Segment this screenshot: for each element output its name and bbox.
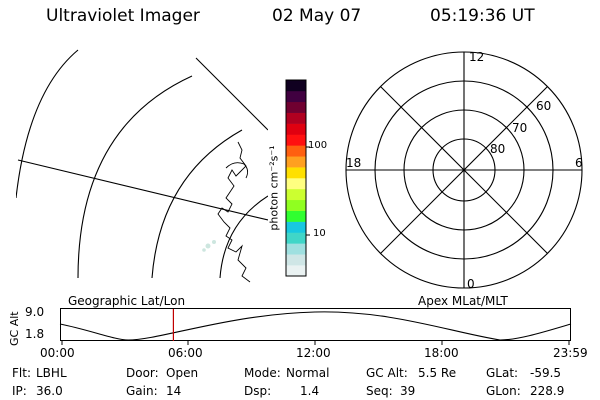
colorbar-cell [286, 199, 306, 211]
colorbar-cell [286, 80, 306, 92]
colorbar-cell [286, 90, 306, 103]
seq-label: Seq: [366, 384, 393, 398]
colorbar-cell [286, 145, 306, 157]
date-label: 02 May 07 [272, 6, 362, 26]
longitude-line [17, 159, 268, 221]
glat-label: GLat: [486, 366, 519, 380]
colorbar-cell [286, 134, 306, 146]
colorbar-cell [286, 167, 306, 179]
mlt-label-0: 0 [467, 277, 475, 291]
colorbar-tick-10: 10 [313, 228, 326, 239]
apex-label: Apex MLat/MLT [418, 294, 508, 308]
time-label: 05:19:36 UT [430, 6, 535, 26]
mlt-diagonal [380, 86, 548, 254]
altitude-curve [59, 311, 572, 341]
seq-value: 39 [400, 384, 416, 398]
orbit-altitude-plot [59, 308, 572, 345]
x-tick-label-0: 00:00 [40, 346, 75, 360]
mlt-label-12: 12 [469, 50, 484, 64]
colorbar-cell [286, 232, 306, 244]
mlt-label-6: 6 [575, 156, 583, 170]
glat-value: -59.5 [530, 366, 562, 380]
gain-value: 14 [166, 384, 182, 398]
lat-label-70: 70 [512, 121, 527, 135]
colorbar-tick-100: 100 [308, 140, 328, 151]
door-label: Door: [126, 366, 159, 380]
colorbar-cell [286, 188, 306, 201]
colorbar-cell [286, 254, 306, 266]
longitude-line [195, 57, 268, 131]
x-tick-label-4: 23:59 [553, 346, 588, 360]
coastline [225, 162, 249, 179]
colorbar [285, 79, 310, 277]
glon-label: GLon: [486, 384, 521, 398]
colorbar-cell [286, 101, 306, 113]
colorbar-cell [286, 210, 306, 222]
ip-value: 36.0 [36, 384, 63, 398]
polar-plot: 12 18 6 0 60 70 80 [345, 50, 583, 291]
instrument-title: Ultraviolet Imager [46, 6, 200, 26]
colorbar-cell [286, 178, 306, 190]
colorbar-unit-label: photon cm⁻²s⁻¹ [267, 145, 281, 231]
colorbar-cell [286, 221, 306, 233]
colorbar-cell [286, 265, 306, 277]
geographic-label: Geographic Lat/Lon [68, 294, 186, 308]
x-tick-label-3: 18:00 [424, 346, 459, 360]
mode-value: Normal [286, 366, 330, 380]
y-tick-max: 9.0 [25, 305, 45, 319]
dsp-label: Dsp: [244, 384, 272, 398]
coastline [217, 141, 251, 283]
lat-label-60: 60 [536, 99, 551, 113]
colorbar-cell [286, 156, 306, 168]
geographic-image-panel [16, 49, 268, 283]
latitude-circle [219, 195, 268, 279]
latitude-circle [77, 75, 193, 279]
door-value: Open [166, 366, 199, 380]
y-tick-min: 1.8 [25, 327, 45, 341]
colorbar-cell [286, 112, 306, 124]
x-tick-label-2: 12:00 [296, 346, 331, 360]
flt-label: Flt: [12, 366, 31, 380]
latitude-circle [16, 49, 79, 199]
mlt-label-18: 18 [346, 156, 361, 170]
gc-alt-label: GC Alt: [366, 366, 408, 380]
flt-value: LBHL [36, 366, 67, 380]
latitude-circle [151, 129, 243, 279]
gc-alt-axis-label: GC Alt [8, 311, 21, 346]
dsp-value: 1.4 [300, 384, 320, 398]
gc-alt-value: 5.5 Re [418, 366, 457, 380]
lat-label-80: 80 [490, 142, 505, 156]
aurora-patch [202, 240, 216, 252]
x-tick-label-1: 06:00 [168, 346, 203, 360]
gain-label: Gain: [126, 384, 158, 398]
colorbar-cell [286, 123, 306, 135]
mode-label: Mode: [244, 366, 281, 380]
ip-label: IP: [12, 384, 27, 398]
glon-value: 228.9 [530, 384, 565, 398]
colorbar-cell [286, 243, 306, 255]
